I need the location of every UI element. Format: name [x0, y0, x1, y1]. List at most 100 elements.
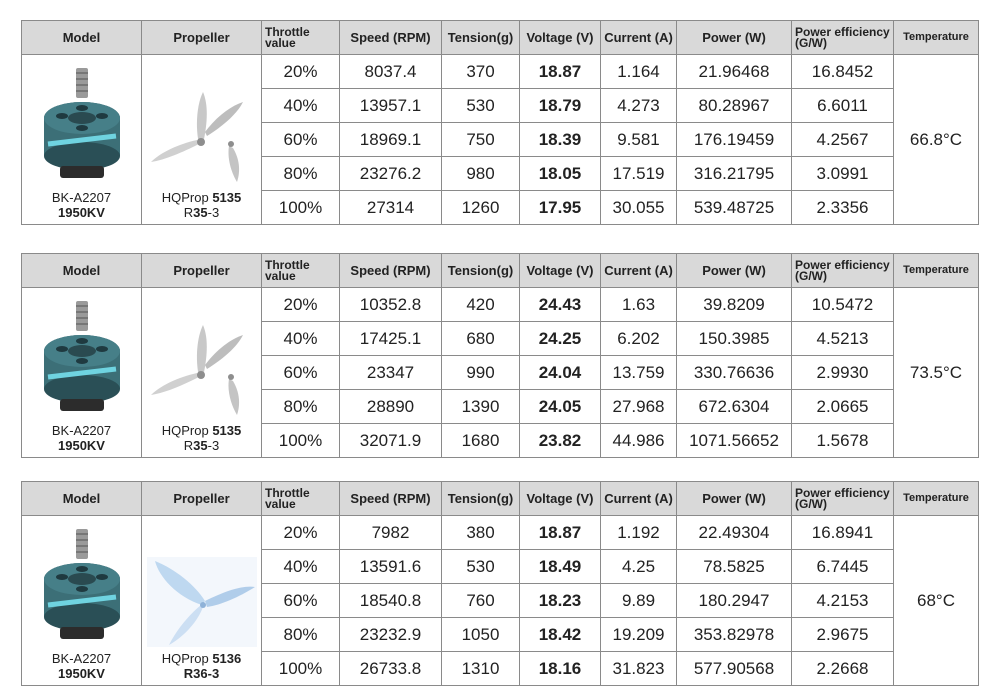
- table-row: 100% 27314 1260 17.95 30.055 539.48725 2.3356: [22, 190, 979, 225]
- column-header: Temperature: [893, 20, 979, 55]
- efficiency-cell: 16.8452: [791, 54, 894, 89]
- throttle-cell: 100%: [261, 423, 340, 458]
- voltage-cell: 17.95: [519, 190, 601, 225]
- spec-table: Model Propeller Throttle value Speed (RPM) T…: [21, 481, 979, 686]
- efficiency-cell: 2.0665: [791, 389, 894, 424]
- tension-cell: 750: [441, 122, 520, 157]
- table-row: 60% 18969.1 750 18.39 9.581 176.19459 4.2567: [22, 122, 979, 157]
- voltage-cell: 18.23: [519, 583, 601, 618]
- voltage-cell: 18.79: [519, 88, 601, 123]
- propeller-model: R36-3: [183, 666, 220, 681]
- column-header: Model: [21, 20, 142, 55]
- speed-cell: 23232.9: [339, 617, 442, 652]
- throttle-cell: 40%: [261, 88, 340, 123]
- efficiency-cell: 6.6011: [791, 88, 894, 123]
- efficiency-cell: 2.2668: [791, 651, 894, 686]
- tension-cell: 1390: [441, 389, 520, 424]
- motor-image: [43, 529, 120, 639]
- table-row: 100% 26733.8 1310 18.16 31.823 577.90568 2.266…: [22, 651, 979, 686]
- throttle-cell: 60%: [261, 355, 340, 390]
- propeller-cell: HQProp 5135 R35-3: [141, 287, 262, 458]
- column-header: Throttle value: [261, 253, 340, 288]
- efficiency-cell: 16.8941: [791, 515, 894, 550]
- power-cell: 150.3985: [676, 321, 792, 356]
- tension-cell: 1050: [441, 617, 520, 652]
- throttle-cell: 40%: [261, 549, 340, 584]
- column-header: Power efficiency (G/W): [791, 481, 894, 516]
- tension-cell: 990: [441, 355, 520, 390]
- current-cell: 19.209: [600, 617, 677, 652]
- model-name: BK-A2207: [51, 423, 112, 438]
- current-cell: 31.823: [600, 651, 677, 686]
- efficiency-cell: 10.5472: [791, 287, 894, 322]
- propeller-cell: HQProp 5135 R35-3: [141, 54, 262, 225]
- column-header: Temperature: [893, 253, 979, 288]
- speed-cell: 13957.1: [339, 88, 442, 123]
- voltage-cell: 23.82: [519, 423, 601, 458]
- efficiency-cell: 2.3356: [791, 190, 894, 225]
- power-cell: 577.90568: [676, 651, 792, 686]
- propeller-name: HQProp 5135: [161, 190, 242, 205]
- efficiency-cell: 2.9675: [791, 617, 894, 652]
- tension-cell: 1680: [441, 423, 520, 458]
- speed-cell: 23347: [339, 355, 442, 390]
- efficiency-cell: 2.9930: [791, 355, 894, 390]
- temperature-cell: 66.8°C: [893, 54, 979, 225]
- power-cell: 80.28967: [676, 88, 792, 123]
- voltage-cell: 18.87: [519, 54, 601, 89]
- current-cell: 1.192: [600, 515, 677, 550]
- column-header: Power (W): [676, 20, 792, 55]
- column-header: Speed (RPM): [339, 253, 442, 288]
- current-cell: 17.519: [600, 156, 677, 191]
- current-cell: 4.25: [600, 549, 677, 584]
- power-cell: 353.82978: [676, 617, 792, 652]
- propeller-model: R35-3: [183, 438, 220, 453]
- throttle-cell: 100%: [261, 651, 340, 686]
- table-row: 60% 18540.8 760 18.23 9.89 180.2947 4.2153: [22, 583, 979, 618]
- column-header: Propeller: [141, 253, 262, 288]
- throttle-cell: 20%: [261, 287, 340, 322]
- table-row: BK-A2207 1950KV HQProp 5135 R35-3 20% 8037.4 3…: [21, 54, 979, 225]
- model-cell: BK-A2207 1950KV: [21, 515, 142, 686]
- temperature-cell: 68°C: [893, 515, 979, 686]
- column-header: Current (A): [600, 481, 677, 516]
- current-cell: 30.055: [600, 190, 677, 225]
- column-header: Speed (RPM): [339, 481, 442, 516]
- speed-cell: 26733.8: [339, 651, 442, 686]
- column-header: Current (A): [600, 20, 677, 55]
- voltage-cell: 24.43: [519, 287, 601, 322]
- propeller-image: [146, 557, 257, 647]
- efficiency-cell: 1.5678: [791, 423, 894, 458]
- column-header: Tension(g): [441, 481, 520, 516]
- efficiency-cell: 4.5213: [791, 321, 894, 356]
- voltage-cell: 24.04: [519, 355, 601, 390]
- tension-cell: 530: [441, 88, 520, 123]
- propeller-name: HQProp 5136: [161, 651, 242, 666]
- tension-cell: 420: [441, 287, 520, 322]
- model-name: BK-A2207: [51, 651, 112, 666]
- column-header: Power efficiency (G/W): [791, 20, 894, 55]
- column-header: Speed (RPM): [339, 20, 442, 55]
- current-cell: 1.63: [600, 287, 677, 322]
- power-cell: 316.21795: [676, 156, 792, 191]
- voltage-cell: 24.25: [519, 321, 601, 356]
- column-header: Tension(g): [441, 253, 520, 288]
- voltage-cell: 24.05: [519, 389, 601, 424]
- efficiency-cell: 3.0991: [791, 156, 894, 191]
- current-cell: 1.164: [600, 54, 677, 89]
- tension-cell: 980: [441, 156, 520, 191]
- power-cell: 539.48725: [676, 190, 792, 225]
- column-header: Voltage (V): [519, 253, 601, 288]
- column-header: Throttle value: [261, 481, 340, 516]
- propeller-name: HQProp 5135: [161, 423, 242, 438]
- speed-cell: 13591.6: [339, 549, 442, 584]
- model-cell: BK-A2207 1950KV: [21, 287, 142, 458]
- column-header: Power (W): [676, 481, 792, 516]
- power-cell: 176.19459: [676, 122, 792, 157]
- table-row: BK-A2207 1950KV HQProp 5135 R35-3 20% 10352.8…: [21, 287, 979, 458]
- current-cell: 6.202: [600, 321, 677, 356]
- power-cell: 22.49304: [676, 515, 792, 550]
- column-header: Throttle value: [261, 20, 340, 55]
- column-header: Temperature: [893, 481, 979, 516]
- model-kv: 1950KV: [58, 205, 105, 220]
